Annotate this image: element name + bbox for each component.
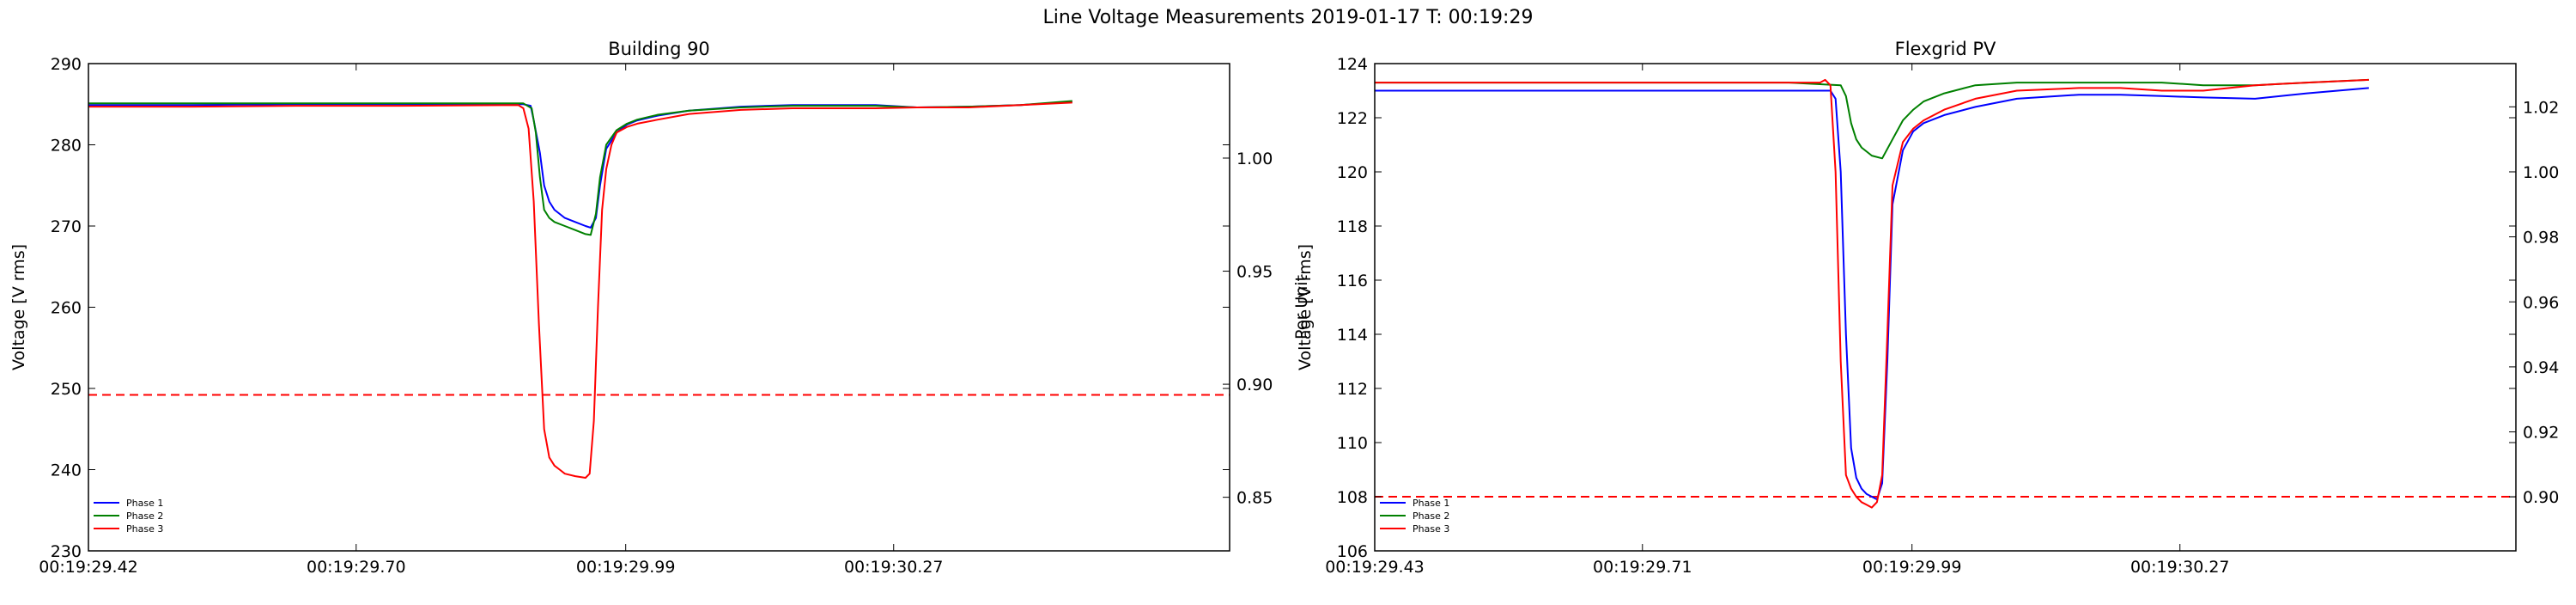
series-line-phase-3 — [1375, 78, 2369, 509]
y2-tick-label: 1.02 — [2523, 98, 2559, 117]
x-tick-label: 00:19:29.70 — [307, 558, 406, 577]
x-axis: 00:19:29.42 00:19:29.70 00:19:29.99 00:19:3… — [39, 64, 944, 577]
y-tick-label: 290 — [51, 55, 82, 74]
legend-entry: Phase 3 — [1413, 523, 1449, 535]
legend-entry: Phase 1 — [1413, 498, 1449, 509]
y2-tick-label: 0.90 — [2523, 488, 2559, 507]
y2-tick-label: 0.94 — [2523, 358, 2559, 377]
y-tick-label: 108 — [1337, 488, 1368, 507]
y-tick-label: 124 — [1337, 55, 1368, 74]
y-tick-label: 280 — [51, 137, 82, 156]
y-axis-right: 0.90 0.92 0.94 0.96 0.98 1.00 1.02 — [2509, 98, 2559, 507]
plot-frame — [88, 63, 1230, 552]
series-line-phase-1 — [88, 101, 1072, 229]
y-tick-label: 116 — [1337, 272, 1368, 290]
y2-tick-label: 1.00 — [1236, 150, 1273, 168]
y2-tick-label: 0.92 — [2523, 424, 2559, 443]
x-tick-label: 00:19:29.42 — [39, 558, 138, 577]
y-tick-label: 122 — [1337, 109, 1368, 128]
y2-tick-label: 0.98 — [2523, 229, 2559, 248]
y-tick-label: 250 — [51, 380, 82, 399]
x-tick-label: 00:19:29.71 — [1593, 558, 1692, 577]
y-axis-right: 0.85 0.90 0.95 1.00 — [1223, 150, 1273, 508]
y-axis-left: 230 240 250 260 270 280 290 — [51, 55, 1230, 561]
y-axis-label: Voltage [V rms] — [1296, 244, 1315, 370]
legend-entry: Phase 2 — [1413, 510, 1449, 522]
x-tick-label: 00:19:30.27 — [844, 558, 944, 577]
y2-axis-label: Per Unit — [1292, 275, 1311, 339]
y-tick-label: 120 — [1337, 163, 1368, 182]
y-tick-label: 270 — [51, 217, 82, 236]
y-tick-label: 106 — [1337, 542, 1368, 561]
y-tick-label: 118 — [1337, 217, 1368, 236]
chart-panel-2: 1061081101121141161181201221240.900.920.… — [1296, 39, 2559, 577]
y2-tick-label: 0.85 — [1236, 489, 1273, 508]
y-tick-label: 230 — [51, 542, 82, 561]
y-tick-label: 260 — [51, 299, 82, 318]
y-tick-label: 240 — [51, 461, 82, 480]
y2-tick-label: 0.90 — [1236, 376, 1273, 394]
figure-title: Line Voltage Measurements 2019-01-17 T: … — [1042, 7, 1534, 28]
panel-title: Building 90 — [608, 39, 710, 59]
x-tick-label: 00:19:30.27 — [2130, 558, 2230, 577]
x-tick-label: 00:19:29.99 — [1862, 558, 1962, 577]
chart-panel-1: 230 240 250 260 270 280 290 0.85 0.90 0.95 1.00 00:… — [9, 39, 1311, 577]
x-axis: 00:19:29.43 00:19:29.71 00:19:29.99 00:19:3… — [1325, 64, 2230, 577]
legend-entry: Phase 1 — [126, 498, 163, 509]
y-axis-label: Voltage [V rms] — [9, 244, 28, 370]
series-line-phase-1 — [1375, 87, 2369, 501]
plot-frame — [1374, 63, 2517, 552]
x-tick-label: 00:19:29.99 — [576, 558, 676, 577]
y2-tick-label: 0.96 — [2523, 293, 2559, 312]
y-tick-label: 110 — [1337, 434, 1368, 453]
x-tick-label: 00:19:29.43 — [1325, 558, 1425, 577]
series-line-phase-2 — [88, 100, 1072, 236]
y-tick-label: 112 — [1337, 380, 1368, 399]
series-line-phase-3 — [88, 101, 1072, 479]
y2-tick-label: 1.00 — [2523, 163, 2559, 182]
y-axis-left: 106 108 110 112 114 116 118 120 122 124 — [1337, 55, 2516, 561]
y2-tick-label: 0.95 — [1236, 263, 1273, 282]
legend-entry: Phase 2 — [126, 510, 163, 522]
panel-title: Flexgrid PV — [1895, 39, 1996, 59]
legend-entry: Phase 3 — [126, 523, 163, 535]
y-tick-label: 114 — [1337, 326, 1368, 345]
series-line-phase-2 — [1375, 78, 2369, 160]
